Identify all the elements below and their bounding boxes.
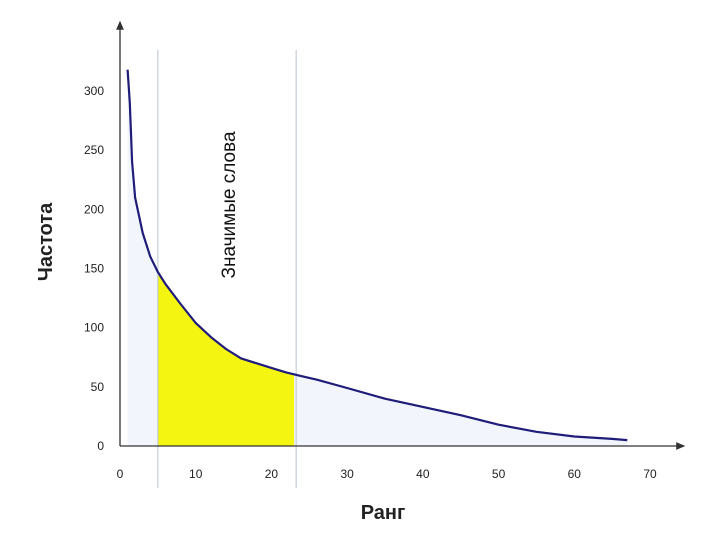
x-tick-label: 20	[265, 467, 279, 481]
x-tick-label: 10	[189, 467, 203, 481]
y-tick-label: 50	[91, 380, 105, 394]
axes-layer	[116, 20, 686, 450]
highlight-layer	[157, 272, 295, 446]
y-tick-label: 0	[97, 439, 104, 453]
frequency-curve	[126, 69, 628, 442]
y-tick-label: 150	[84, 262, 104, 276]
tick-labels-layer: 0 10 20 30 40 50 60 70 0 50 100 150 200 250 300	[84, 84, 657, 481]
boundary-lines-layer	[157, 50, 297, 488]
x-tick-label: 50	[492, 467, 506, 481]
significant-words-annotation: Значимые слова	[219, 131, 240, 278]
x-tick-label: 60	[568, 467, 582, 481]
y-axis-title: Частота	[35, 202, 57, 281]
x-tick-label: 70	[643, 467, 657, 481]
x-axis-title: Ранг	[361, 502, 406, 524]
significant-words-region	[157, 272, 295, 446]
y-tick-label: 100	[84, 321, 104, 335]
y-tick-label: 250	[84, 143, 104, 157]
y-tick-label: 300	[84, 84, 104, 98]
x-tick-label: 30	[340, 467, 354, 481]
x-tick-label: 40	[416, 467, 430, 481]
series-layer	[126, 69, 628, 442]
x-tick-label: 0	[117, 467, 124, 481]
y-tick-label: 200	[84, 202, 104, 216]
